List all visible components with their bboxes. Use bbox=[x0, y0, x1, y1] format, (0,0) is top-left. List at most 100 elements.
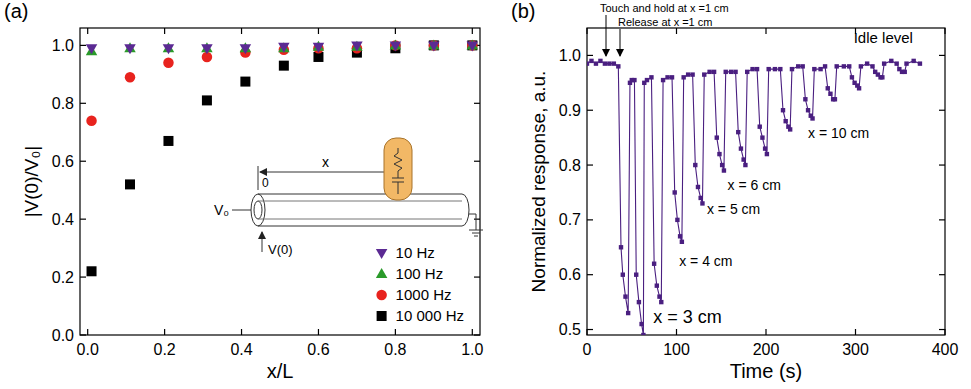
point bbox=[904, 61, 908, 65]
point bbox=[621, 272, 625, 276]
point bbox=[850, 75, 854, 79]
point bbox=[818, 67, 822, 71]
point bbox=[882, 61, 886, 65]
point bbox=[712, 70, 716, 74]
y-tick-label: 0.8 bbox=[559, 157, 581, 174]
annotation: x = 6 cm bbox=[728, 177, 781, 193]
inset-line bbox=[258, 166, 259, 190]
point bbox=[680, 240, 684, 244]
point bbox=[870, 64, 874, 68]
point bbox=[623, 294, 627, 298]
inset-line bbox=[469, 230, 483, 231]
y-tick-label: 1.0 bbox=[52, 37, 74, 54]
point bbox=[702, 72, 706, 76]
inset-label: 0 bbox=[262, 176, 269, 190]
point bbox=[700, 201, 704, 205]
point bbox=[467, 40, 477, 50]
point bbox=[163, 58, 174, 68]
point bbox=[686, 72, 690, 76]
point bbox=[639, 322, 643, 326]
point bbox=[842, 64, 846, 68]
point bbox=[86, 115, 97, 126]
point bbox=[594, 61, 598, 65]
point bbox=[603, 61, 607, 65]
point bbox=[429, 40, 439, 50]
y-tick bbox=[474, 334, 480, 335]
y-tick bbox=[939, 164, 945, 165]
point bbox=[720, 163, 724, 167]
x-tick-label: 0 bbox=[583, 341, 592, 358]
point bbox=[163, 44, 175, 54]
annotation-arrow bbox=[606, 15, 607, 56]
x-tick-label: 200 bbox=[753, 341, 780, 358]
y-tick bbox=[939, 110, 945, 111]
inset-line bbox=[392, 178, 404, 179]
point bbox=[616, 64, 620, 68]
point bbox=[589, 59, 593, 63]
inset-line bbox=[398, 182, 399, 194]
point bbox=[847, 64, 851, 68]
x-tick bbox=[164, 329, 165, 335]
y-axis-title: Normalized response, a.u. bbox=[528, 71, 549, 293]
point bbox=[828, 92, 832, 96]
legend-marker bbox=[376, 268, 388, 278]
point bbox=[690, 72, 694, 76]
y-tick bbox=[474, 103, 480, 104]
point bbox=[202, 95, 212, 105]
point bbox=[755, 67, 759, 71]
inset-line bbox=[474, 236, 478, 237]
x-tick bbox=[318, 28, 319, 34]
point bbox=[626, 311, 630, 315]
x-tick-label: 400 bbox=[932, 341, 959, 358]
point bbox=[125, 72, 136, 83]
point bbox=[911, 59, 915, 63]
x-tick bbox=[765, 329, 766, 335]
axes: 01002003004000.50.60.70.80.91.0Time (s)N… bbox=[511, 0, 958, 382]
inset-label: x bbox=[322, 154, 329, 170]
annotation: x = 3 cm bbox=[653, 307, 722, 327]
inset-line bbox=[476, 214, 477, 230]
point bbox=[796, 64, 800, 68]
point bbox=[678, 234, 682, 238]
point bbox=[428, 41, 440, 51]
point bbox=[741, 157, 745, 161]
point bbox=[790, 67, 794, 71]
y-tick-label: 0.0 bbox=[52, 327, 74, 344]
point bbox=[661, 78, 665, 82]
series bbox=[86, 39, 478, 55]
inset-line bbox=[258, 201, 462, 202]
point bbox=[655, 283, 659, 287]
x-tick-label: 0.0 bbox=[77, 341, 99, 358]
plot-data bbox=[587, 59, 922, 335]
y-tick-label: 0.4 bbox=[52, 211, 74, 228]
point bbox=[783, 119, 787, 123]
point bbox=[429, 40, 440, 51]
inset-line bbox=[258, 219, 462, 220]
y-tick bbox=[587, 164, 593, 165]
plot-frame bbox=[80, 28, 480, 335]
point bbox=[681, 75, 685, 79]
point bbox=[733, 70, 737, 74]
point bbox=[659, 300, 663, 304]
x-tick-label: 0.6 bbox=[307, 341, 329, 358]
annotation: x = 4 cm bbox=[679, 253, 732, 269]
point bbox=[823, 64, 827, 68]
point bbox=[803, 97, 807, 101]
y-tick bbox=[80, 45, 86, 46]
y-tick bbox=[474, 161, 480, 162]
x-tick bbox=[944, 28, 945, 34]
y-tick bbox=[587, 219, 593, 220]
annotation: x = 10 cm bbox=[808, 125, 869, 141]
cable-end bbox=[251, 194, 265, 226]
point bbox=[865, 61, 869, 65]
y-tick-label: 0.8 bbox=[52, 95, 74, 112]
y-tick bbox=[80, 103, 86, 104]
y-tick-label: 0.7 bbox=[559, 211, 581, 228]
y-tick bbox=[80, 161, 86, 162]
point bbox=[467, 40, 478, 51]
point bbox=[649, 75, 653, 79]
x-tick bbox=[241, 28, 242, 34]
point bbox=[587, 61, 589, 65]
point bbox=[743, 163, 747, 167]
point bbox=[736, 130, 740, 134]
